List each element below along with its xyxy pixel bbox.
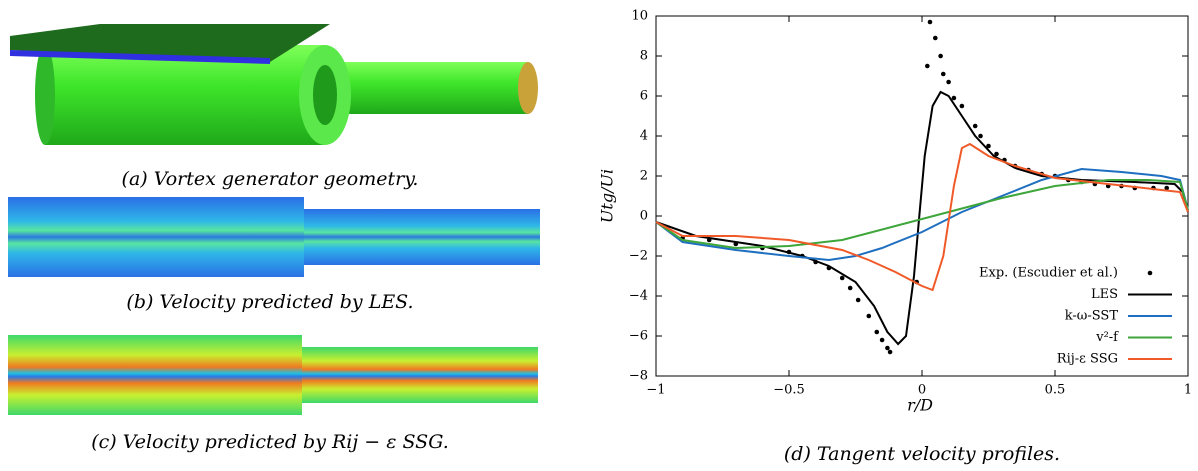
legend-label: Rij-ε SSG [1057,352,1118,367]
y-tick-label: 10 [631,9,648,24]
data-point [874,329,880,335]
caption: (a) Vortex generator geometry. [122,168,419,190]
x-tick-label: 0 [918,383,926,398]
x-tick-label: −0.5 [773,383,805,398]
data-point [951,95,957,101]
series-line [655,167,1189,262]
y-axis-label: Utg/Ui [598,169,617,223]
x-tick-label: 1 [1184,383,1192,398]
x-tick-label: 0.5 [1045,383,1066,398]
series-line [655,179,1189,250]
series-line [655,142,1189,292]
legend-marker [1147,270,1153,276]
data-point [847,285,853,291]
les-field [8,197,540,277]
data-point [887,349,893,355]
legend-label: k-ω-SST [1065,309,1119,324]
geometry-drawing [10,24,538,145]
x-tick-label: −1 [646,383,665,398]
data-point [946,79,951,85]
data-point [927,19,933,25]
y-tick-label: 4 [640,129,648,144]
caption: (b) Velocity predicted by LES. [126,291,413,313]
data-point [885,345,890,351]
legend-label: v²-f [1095,330,1119,345]
y-tick-label: −6 [629,329,648,344]
ssg-field [8,335,538,415]
data-point [925,63,930,69]
data-point [972,123,978,129]
data-point [938,53,943,59]
data-point [839,275,845,281]
y-tick-label: 8 [640,49,648,64]
y-tick-label: −2 [629,249,648,264]
y-tick-label: −4 [629,289,648,304]
data-point [986,143,991,149]
data-point [940,71,946,77]
legend-label: LES [1091,287,1118,302]
data-point [1164,185,1170,191]
data-point [879,337,885,343]
legend-label: Exp. (Escudier et al.) [979,266,1118,281]
y-tick-label: 6 [640,89,648,104]
data-point [978,133,983,139]
x-axis-label: r/D [907,396,933,415]
caption: (c) Velocity predicted by Rij − ε SSG. [91,431,449,453]
data-point [855,297,861,303]
data-point [959,103,965,109]
caption: (d) Tangent velocity profiles. [784,443,1060,465]
data-point [866,313,872,319]
data-point [933,35,938,41]
y-tick-label: 0 [640,209,648,224]
y-tick-label: −8 [629,369,648,384]
y-tick-label: 2 [640,169,648,184]
data-point [994,151,999,157]
